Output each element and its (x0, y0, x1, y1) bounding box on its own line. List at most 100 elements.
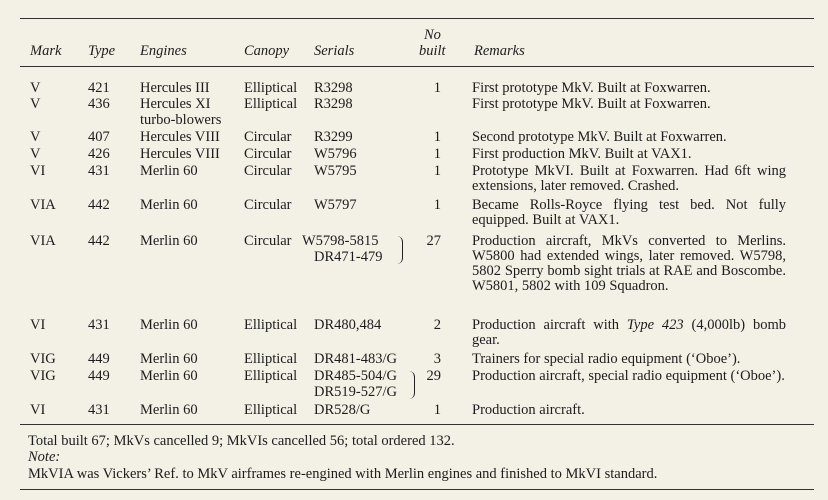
header-rule (20, 66, 814, 67)
cell-canopy: Elliptical (244, 402, 298, 418)
cell-type: 442 (88, 233, 110, 249)
cell-built: 1 (433, 402, 441, 418)
cell-remarks: First production MkV. Built at VAX1. (472, 146, 692, 162)
header-no: No (424, 27, 441, 43)
serials-brace (395, 236, 403, 264)
cell-serials: DR485-504/G (314, 368, 397, 384)
cell-built: 3 (433, 351, 441, 367)
cell-serials: W5796 (314, 146, 357, 162)
cell-serials: W5797 (314, 197, 357, 213)
cell-serials: W5795 (314, 163, 357, 179)
cell-engines-line2: turbo-blowers (140, 112, 222, 128)
cell-engines: Hercules VIII (140, 129, 220, 145)
cell-built: 27 (426, 233, 442, 249)
cell-mark: VIG (30, 351, 56, 367)
cell-serials: R3298 (314, 96, 353, 112)
cell-type: 449 (88, 351, 110, 367)
remarks-text: Production aircraft with (472, 317, 627, 333)
cell-mark: V (30, 96, 41, 112)
cell-built: 2 (433, 317, 441, 333)
cell-serials-line2: DR471-479 (314, 249, 383, 265)
cell-built: 1 (433, 146, 441, 162)
header-engines: Engines (140, 43, 187, 59)
cell-canopy: Elliptical (244, 368, 298, 384)
cell-canopy: Circular (244, 129, 292, 145)
cell-built: 1 (433, 80, 441, 96)
cell-remarks: Second prototype MkV. Built at Foxwarren… (472, 129, 727, 145)
cell-canopy: Circular (244, 163, 292, 179)
cell-engines: Hercules XI (140, 96, 211, 112)
cell-remarks: First prototype MkV. Built at Foxwarren. (472, 96, 711, 112)
cell-type: 436 (88, 96, 110, 112)
cell-type: 449 (88, 368, 110, 384)
cell-canopy: Circular (244, 146, 292, 162)
header-type: Type (88, 43, 116, 59)
cell-canopy: Elliptical (244, 317, 298, 333)
cell-type: 431 (88, 317, 110, 333)
cell-engines: Hercules III (140, 80, 210, 96)
cell-engines: Merlin 60 (140, 233, 198, 249)
cell-serials: DR481-483/G (314, 351, 397, 367)
cell-canopy: Elliptical (244, 96, 298, 112)
cell-serials: DR528/G (314, 402, 371, 418)
note-text: MkVIA was Vickers’ Ref. to MkV airframes… (28, 466, 658, 482)
cell-mark: VI (30, 317, 46, 333)
footer-rule (20, 489, 814, 490)
header-canopy: Canopy (244, 43, 290, 59)
cell-engines: Merlin 60 (140, 197, 198, 213)
cell-mark: VIA (30, 233, 56, 249)
bottom-rule (20, 424, 814, 425)
cell-type: 426 (88, 146, 110, 162)
header-built: built (419, 43, 446, 59)
cell-type: 421 (88, 80, 110, 96)
remarks-text-end: (4,000lb) bomb gear. (472, 317, 787, 348)
cell-remarks: Prototype MkVI. Built at Foxwarren. Had … (472, 163, 786, 194)
cell-canopy: Circular (244, 197, 292, 213)
cell-canopy: Elliptical (244, 80, 298, 96)
cell-engines: Merlin 60 (140, 317, 198, 333)
cell-engines: Merlin 60 (140, 163, 198, 179)
cell-type: 431 (88, 163, 110, 179)
note-label: Note: (28, 449, 61, 465)
cell-remarks: First prototype MkV. Built at Foxwarren. (472, 80, 711, 96)
remarks-type-ref: Type 423 (626, 317, 684, 333)
cell-type: 431 (88, 402, 110, 418)
cell-built: 1 (433, 129, 441, 145)
cell-engines: Merlin 60 (140, 368, 198, 384)
top-rule (20, 18, 814, 19)
cell-remarks: Production aircraft. (472, 402, 585, 418)
cell-mark: V (30, 80, 41, 96)
header-remarks: Remarks (474, 43, 525, 59)
cell-mark: VIG (30, 368, 56, 384)
cell-serials: DR480,484 (314, 317, 382, 333)
cell-remarks: Production aircraft, MkVs converted to M… (472, 233, 786, 294)
cell-engines: Merlin 60 (140, 351, 198, 367)
header-mark: Mark (30, 43, 62, 59)
cell-engines: Hercules VIII (140, 146, 220, 162)
cell-mark: VI (30, 163, 46, 179)
header-serials: Serials (314, 43, 355, 59)
serials-brace (407, 371, 415, 399)
cell-remarks: Production aircraft, special radio equip… (472, 368, 785, 384)
cell-remarks: Became Rolls-Royce flying test bed. Not … (472, 197, 786, 228)
cell-mark: V (30, 129, 41, 145)
totals-line: Total built 67; MkVs cancelled 9; MkVIs … (28, 433, 455, 449)
cell-type: 407 (88, 129, 110, 145)
cell-serials: W5798-5815 (302, 233, 379, 249)
cell-mark: VIA (30, 197, 56, 213)
cell-remarks: Production aircraft with Type 423 (4,000… (472, 318, 786, 348)
cell-canopy: Circular (244, 233, 292, 249)
cell-serials-line2: DR519-527/G (314, 384, 397, 400)
cell-built: 29 (426, 368, 442, 384)
cell-built: 1 (433, 163, 441, 179)
cell-type: 442 (88, 197, 110, 213)
cell-mark: V (30, 146, 41, 162)
cell-serials: R3299 (314, 129, 353, 145)
cell-engines: Merlin 60 (140, 402, 198, 418)
cell-canopy: Elliptical (244, 351, 298, 367)
cell-built: 1 (433, 197, 441, 213)
cell-mark: VI (30, 402, 46, 418)
cell-remarks: Trainers for special radio equipment (‘O… (472, 351, 741, 367)
cell-serials: R3298 (314, 80, 353, 96)
